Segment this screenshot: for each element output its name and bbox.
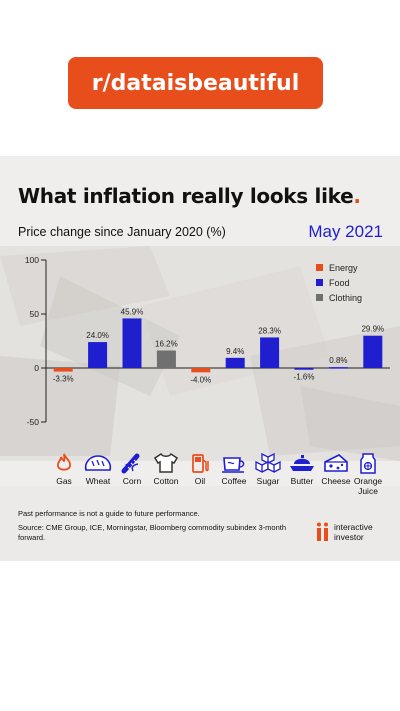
disclaimer-text: Past performance is not a guide to futur…	[18, 509, 200, 518]
fuel-pump-icon	[192, 454, 209, 473]
data-label: 9.4%	[226, 347, 244, 356]
commodity-sugar: Sugar	[250, 452, 286, 486]
bread-icon	[84, 455, 112, 471]
bar-cotton	[156, 350, 176, 368]
commodity-cheese: Cheese	[318, 452, 354, 486]
data-label: -3.3%	[53, 375, 74, 384]
icon-label: Sugar	[256, 476, 280, 486]
icon-label: Cheese	[321, 476, 351, 486]
y-tick-label: 0	[34, 363, 39, 373]
data-label: 45.9%	[121, 307, 144, 316]
footnote: Past performance is not a guide to futur…	[18, 509, 288, 547]
legend-label: Food	[329, 277, 350, 288]
cheese-icon	[324, 454, 348, 472]
data-label: 29.9%	[361, 325, 384, 334]
butter-dish-icon	[290, 455, 314, 471]
legend-label: Clothing	[329, 292, 363, 303]
icon-label: Butter	[290, 476, 314, 486]
commodity-icons-row: Gas Wheat Corn Cotton	[46, 452, 386, 512]
icon-label: Cotton	[153, 476, 179, 486]
commodity-corn: Corn	[114, 452, 150, 486]
data-label: -1.6%	[294, 373, 315, 382]
icon-label: Wheat	[85, 476, 111, 486]
chart-subtitle: Price change since January 2020 (%)	[18, 225, 226, 239]
commodity-orange-juice: Orange Juice	[350, 452, 386, 496]
sugar-cubes-icon	[255, 452, 281, 474]
data-label: -4.0%	[190, 375, 211, 384]
y-tick-label: 50	[30, 309, 40, 319]
bar-oil	[191, 368, 211, 373]
commodity-butter: Butter	[284, 452, 320, 486]
y-tick-label: 100	[25, 255, 39, 265]
icon-label: Oil	[194, 476, 206, 486]
commodity-gas: Gas	[46, 452, 82, 486]
bar-chart: 100 50 0 -50 -3.3% 24.0% 45.9% 16.2% -4.0% 9.4% 28…	[25, 255, 390, 427]
bar-gas	[53, 368, 73, 372]
commodity-coffee: Coffee	[216, 452, 252, 486]
bar-butter	[294, 368, 314, 370]
commodity-cotton: Cotton	[148, 452, 184, 486]
ii-logo-icon	[317, 522, 328, 541]
bar-coffee	[225, 357, 245, 368]
bar-corn	[122, 318, 142, 368]
bar-orange-juice	[363, 335, 383, 368]
chart-title: What inflation really looks like.	[18, 184, 361, 208]
legend-swatch-energy	[316, 264, 323, 271]
icon-label: Gas	[56, 476, 72, 486]
bar-wheat	[88, 342, 108, 368]
icon-label: Coffee	[221, 476, 247, 486]
legend-swatch-clothing	[316, 294, 323, 301]
corn-icon	[121, 453, 140, 474]
flame-icon	[56, 453, 72, 471]
bar-sugar	[260, 337, 280, 368]
commodity-wheat: Wheat	[80, 452, 116, 486]
tshirt-icon	[153, 452, 179, 473]
source-text: Source: CME Group, ICE, Morningstar, Blo…	[18, 523, 287, 542]
juice-carton-icon	[360, 453, 376, 474]
legend-item-energy: Energy	[316, 260, 362, 275]
data-label: 24.0%	[86, 331, 109, 340]
chart-legend: Energy Food Clothing	[316, 260, 362, 305]
brand-line-1: interactive	[334, 522, 373, 532]
bar-cheese	[328, 367, 348, 369]
data-label: 28.3%	[258, 326, 281, 335]
brand-line-2: investor	[334, 532, 364, 542]
date-label: May 2021	[308, 222, 383, 241]
y-tick-label: -50	[27, 417, 40, 427]
icon-label: Orange Juice	[353, 476, 383, 496]
legend-label: Energy	[329, 262, 358, 273]
legend-swatch-food	[316, 279, 323, 286]
infographic-card: What inflation really looks like. Price …	[0, 156, 400, 561]
icon-label: Corn	[122, 476, 142, 486]
commodity-oil: Oil	[182, 452, 218, 486]
banknote-background	[0, 246, 400, 561]
subreddit-badge[interactable]: r/dataisbeautiful	[68, 57, 323, 109]
legend-item-food: Food	[316, 275, 362, 290]
legend-item-clothing: Clothing	[316, 290, 362, 305]
interactive-investor-logo: interactive investor	[316, 522, 373, 542]
data-label: 0.8%	[329, 356, 347, 365]
coffee-cup-icon	[222, 457, 245, 473]
data-label: 16.2%	[155, 340, 178, 349]
